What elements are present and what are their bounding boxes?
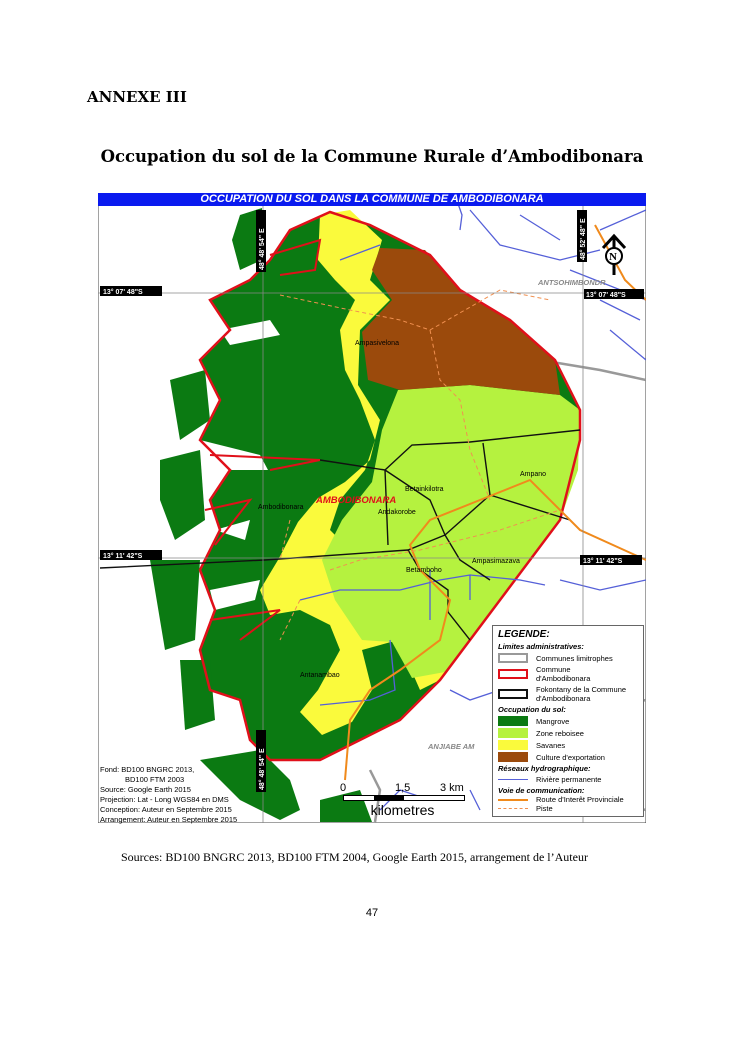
north-label: N [609, 251, 617, 263]
page-number: 47 [365, 907, 379, 919]
lat-south-left: 13° 11' 42"S [103, 552, 143, 560]
coordinate-labels: 13° 07' 48"S 13° 07' 48"S 13° 11' 42"S 1… [100, 210, 644, 792]
credit-line: Source: Google Earth 2015 [100, 785, 191, 794]
white-inlets [200, 320, 280, 610]
place-labels: Ampasivelona Betainkilotra Ampano AMBODI… [258, 278, 606, 751]
commune-border [198, 210, 582, 762]
figure-heading: Occupation du sol de la Commune Rurale d… [100, 147, 644, 166]
scale-unit: kilometres [370, 802, 435, 818]
culture-exportation-area [362, 248, 560, 395]
figure-sources: Sources: BD100 BNGRC 2013, BD100 FTM 200… [121, 850, 588, 864]
legend-mangrove: Mangrove [536, 716, 570, 726]
legend-route: Route d'Interêt Provinciale [536, 795, 624, 804]
mangrove-outer-patches [150, 208, 372, 822]
legend-communes-limitrophes: Communes limitrophes [536, 653, 613, 663]
zone-reboisee-area [322, 385, 580, 678]
legend-occupation-title: Occupation du sol: [498, 705, 566, 714]
scale-bar: 0 1,5 3 km kilometres [340, 782, 465, 818]
place-ambodibonara: Ambodibonara [258, 504, 304, 511]
annex-label: ANNEXE III [87, 88, 187, 106]
legend-savanes: Savanes [536, 740, 566, 750]
lat-north-left: 13° 07' 48"S [103, 288, 143, 296]
legend-title: LEGENDE: [498, 629, 550, 640]
scale-tick: 0 [340, 782, 347, 794]
scale-tick: 3 km [440, 782, 464, 794]
credit-line: Projection: Lat - Long WGS84 en DMS [100, 795, 229, 804]
lat-north-right: 13° 07' 48"S [586, 291, 626, 299]
commune-name-label: AMBODIBONARA [315, 495, 396, 506]
place-andakorobe: Andakorobe [378, 509, 416, 516]
place-ampasivelona: Ampasivelona [355, 340, 399, 347]
place-ampasimazava: Ampasimazava [472, 558, 520, 565]
scale-tick: 1,5 [395, 782, 411, 794]
legend-commune-2: d'Ambodibonara [536, 674, 591, 683]
place-antanambao: Antanambao [300, 672, 340, 679]
map-credits: Fond: BD100 BNGRC 2013, BD100 FTM 2003 S… [100, 765, 237, 825]
legend-fokontany-2: d'Ambodibonara [536, 694, 591, 703]
place-anjiabe: ANJIABE AM [427, 742, 475, 751]
lat-south-right: 13° 11' 42"S [583, 557, 623, 565]
credit-line: Fond: BD100 BNGRC 2013, [100, 765, 195, 774]
legend-hydro-title: Réseaux hydrographique: [498, 764, 591, 773]
legend-riviere: Rivière permanente [536, 775, 602, 784]
legend-commune-1: Commune [536, 665, 571, 674]
place-betainkilotra: Betainkilotra [405, 486, 444, 493]
place-ampano: Ampano [520, 471, 546, 478]
rivers [299, 244, 646, 706]
place-betamboho: Betamboho [406, 567, 442, 574]
legend-fokontany-1: Fokontany de la Commune [536, 685, 627, 694]
lon-east-top: 48° 52' 48" E [579, 218, 587, 260]
legend-culture: Culture d'exportation [536, 752, 605, 762]
map-title: OCCUPATION DU SOL DANS LA COMMUNE DE AMB… [98, 193, 646, 206]
land-use-map: 13° 07' 48"S 13° 07' 48"S 13° 11' 42"S 1… [98, 193, 646, 823]
legend-voie-title: Voie de communication: [498, 786, 585, 795]
map-legend: LEGENDE: Limites administratives: Commun… [492, 625, 644, 817]
credit-line: Arrangement: Auteur en Septembre 2015 [100, 815, 238, 824]
credit-line: Conception: Auteur en Septembre 2015 [100, 805, 232, 814]
lon-west-top: 48° 48' 54" E [258, 228, 266, 270]
place-antsohimbondr: ANTSOHIMBONDR [537, 278, 606, 287]
fokontany-boundaries [99, 429, 581, 641]
legend-admin-title: Limites administratives: [498, 642, 584, 651]
legend-piste: Piste [536, 804, 553, 813]
credit-line: BD100 FTM 2003 [125, 775, 185, 784]
lon-west-bottom: 48° 48' 54" E [258, 748, 266, 790]
north-arrow: N [601, 233, 627, 275]
piste [279, 289, 561, 641]
legend-zone-reboisee: Zone reboisee [536, 728, 584, 738]
